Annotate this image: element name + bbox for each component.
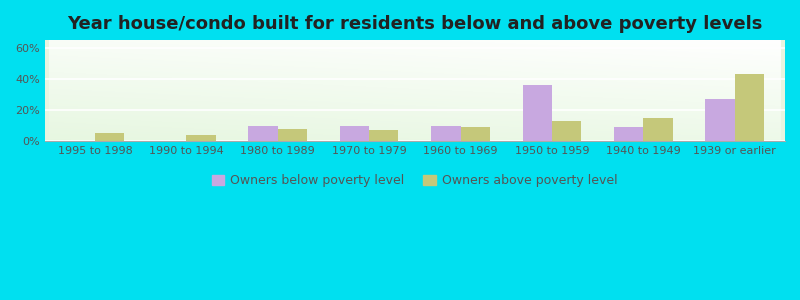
Bar: [552, 121, 581, 141]
Bar: [249, 126, 278, 141]
Bar: [369, 130, 398, 141]
Bar: [186, 135, 215, 141]
Bar: [431, 126, 461, 141]
Bar: [734, 74, 764, 141]
Bar: [461, 127, 490, 141]
Bar: [95, 134, 124, 141]
Bar: [706, 99, 734, 141]
Bar: [278, 129, 307, 141]
Title: Year house/condo built for residents below and above poverty levels: Year house/condo built for residents bel…: [67, 15, 762, 33]
Bar: [643, 118, 673, 141]
Bar: [614, 127, 643, 141]
Legend: Owners below poverty level, Owners above poverty level: Owners below poverty level, Owners above…: [212, 174, 618, 188]
Bar: [522, 85, 552, 141]
Bar: [340, 126, 369, 141]
